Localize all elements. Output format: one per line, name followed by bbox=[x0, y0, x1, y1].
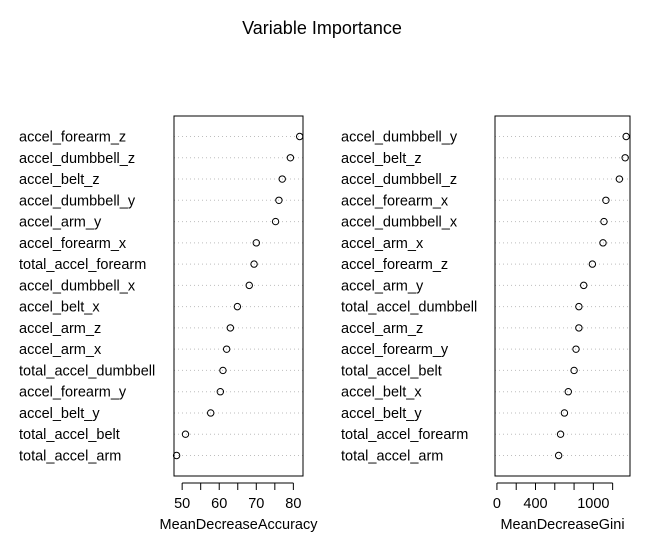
accuracy-point bbox=[172, 451, 181, 460]
gini-panel: accel_dumbbell_y accel_belt_z accel_dumbbe… bbox=[341, 115, 631, 533]
accuracy-point bbox=[226, 324, 235, 332]
gini-point bbox=[564, 388, 572, 396]
accuracy-point bbox=[219, 366, 227, 375]
gini-point bbox=[556, 430, 565, 438]
accuracy-row-label: accel_forearm_z bbox=[19, 130, 126, 146]
gini-point bbox=[580, 281, 588, 290]
gini-point bbox=[600, 217, 608, 226]
gini-row-label: accel_dumbbell_x bbox=[341, 215, 458, 231]
gini-row-label: accel_forearm_y bbox=[341, 342, 449, 358]
accuracy-point bbox=[216, 388, 225, 396]
gini-x-tick-label: 1000 bbox=[577, 496, 609, 512]
accuracy-row-label: accel_dumbbell_x bbox=[19, 278, 136, 294]
accuracy-row-label: accel_belt_z bbox=[19, 172, 100, 188]
accuracy-point bbox=[206, 409, 215, 417]
gini-point bbox=[622, 132, 630, 141]
accuracy-row-label: accel_arm_z bbox=[19, 321, 101, 337]
accuracy-plot-frame bbox=[173, 115, 304, 477]
accuracy-row-label: accel_belt_x bbox=[19, 300, 100, 316]
accuracy-row-label: accel_arm_y bbox=[19, 215, 102, 231]
gini-point bbox=[621, 154, 629, 162]
accuracy-x-tick-label: 60 bbox=[211, 496, 227, 512]
accuracy-point bbox=[245, 281, 253, 290]
accuracy-point bbox=[271, 217, 280, 226]
gini-row-label: total_accel_arm bbox=[341, 449, 443, 465]
gini-row-label: total_accel_dumbbell bbox=[341, 300, 477, 316]
gini-row-label: accel_dumbbell_z bbox=[341, 172, 457, 188]
accuracy-point bbox=[278, 175, 286, 183]
gini-point bbox=[575, 324, 583, 332]
gini-row-label: accel_arm_z bbox=[341, 321, 423, 337]
gini-point bbox=[554, 451, 563, 460]
gini-point bbox=[602, 196, 610, 205]
accuracy-point bbox=[275, 196, 283, 205]
gini-point bbox=[615, 175, 624, 183]
gini-point bbox=[570, 366, 578, 375]
gini-point bbox=[572, 345, 580, 353]
accuracy-row-label: total_accel_arm bbox=[19, 449, 121, 465]
accuracy-row-label: accel_arm_x bbox=[19, 342, 102, 358]
accuracy-row-label: total_accel_dumbbell bbox=[19, 363, 155, 379]
gini-point bbox=[599, 239, 607, 247]
accuracy-point bbox=[250, 260, 258, 268]
gini-row-label: accel_belt_x bbox=[341, 385, 422, 401]
gini-x-tick-label: 0 bbox=[493, 496, 501, 512]
accuracy-x-axis-label: MeanDecreaseAccuracy bbox=[160, 517, 319, 533]
accuracy-row-label: accel_dumbbell_y bbox=[19, 193, 136, 209]
accuracy-point bbox=[222, 345, 231, 353]
gini-row-label: total_accel_forearm bbox=[341, 427, 468, 443]
gini-point bbox=[560, 409, 569, 417]
accuracy-row-label: accel_belt_y bbox=[19, 406, 100, 422]
gini-row-label: accel_belt_y bbox=[341, 406, 422, 422]
accuracy-row-label: accel_forearm_x bbox=[19, 236, 127, 252]
accuracy-point bbox=[181, 430, 190, 438]
accuracy-panel: accel_forearm_z accel_dumbbell_z accel_bel… bbox=[19, 115, 319, 533]
gini-row-label: accel_forearm_x bbox=[341, 193, 449, 209]
accuracy-row-label: total_accel_belt bbox=[19, 427, 120, 443]
gini-x-axis-label: MeanDecreaseGini bbox=[500, 517, 624, 533]
gini-point bbox=[575, 302, 583, 311]
gini-point bbox=[588, 260, 597, 268]
accuracy-row-label: accel_forearm_y bbox=[19, 385, 127, 401]
gini-row-label: total_accel_belt bbox=[341, 363, 442, 379]
accuracy-point bbox=[233, 302, 242, 311]
accuracy-point bbox=[295, 132, 304, 141]
accuracy-x-tick-label: 80 bbox=[285, 496, 301, 512]
gini-plot-frame bbox=[494, 115, 631, 477]
accuracy-point bbox=[286, 154, 295, 162]
gini-row-label: accel_forearm_z bbox=[341, 257, 448, 273]
gini-row-label: accel_dumbbell_y bbox=[341, 130, 458, 146]
accuracy-point bbox=[252, 239, 260, 247]
gini-row-label: accel_belt_z bbox=[341, 151, 422, 167]
accuracy-row-label: total_accel_forearm bbox=[19, 257, 146, 273]
gini-x-tick-label: 400 bbox=[523, 496, 547, 512]
accuracy-x-tick-label: 50 bbox=[174, 496, 190, 512]
gini-row-label: accel_arm_x bbox=[341, 236, 424, 252]
accuracy-x-tick-label: 70 bbox=[248, 496, 264, 512]
accuracy-row-label: accel_dumbbell_z bbox=[19, 151, 135, 167]
chart-title: Variable Importance bbox=[242, 18, 402, 38]
gini-row-label: accel_arm_y bbox=[341, 278, 424, 294]
